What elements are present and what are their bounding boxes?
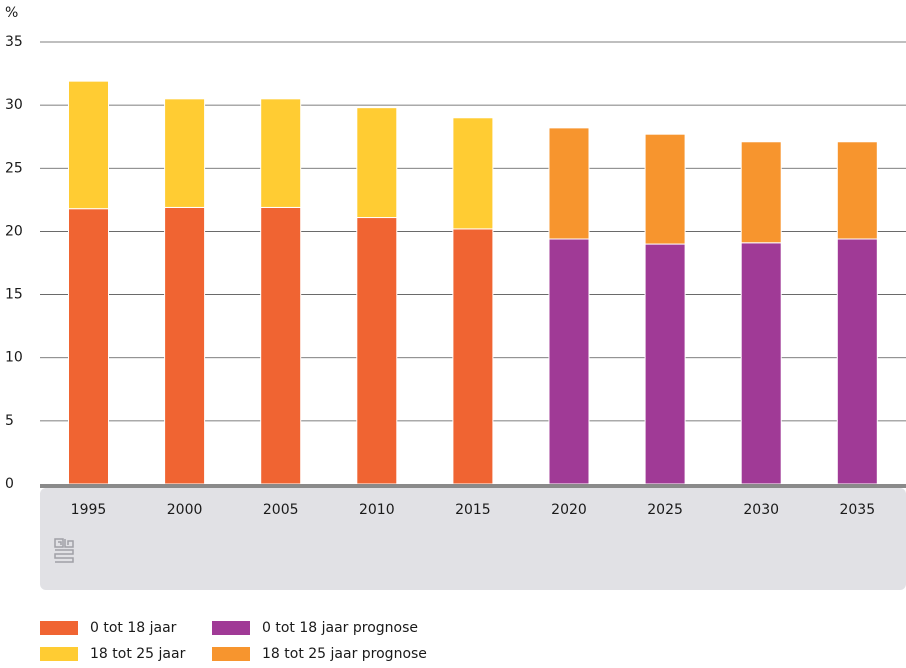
x-axis-line	[40, 484, 906, 488]
x-tick-label: 2020	[551, 502, 587, 518]
bar-segment	[260, 206, 302, 485]
x-tick-label: 2035	[839, 502, 875, 518]
legend: 0 tot 18 jaar 0 tot 18 jaar prognose 18 …	[40, 618, 900, 668]
y-tick-label: 10	[5, 350, 23, 366]
bars	[68, 80, 878, 485]
legend-label: 18 tot 25 jaar	[90, 646, 186, 662]
legend-item-18-25-prognose: 18 tot 25 jaar prognose	[212, 644, 427, 664]
bar-segment	[644, 243, 686, 485]
bar-segment	[164, 206, 206, 485]
y-axis-label: %	[5, 5, 18, 21]
bar-segment	[740, 242, 782, 485]
x-tick-label: 2015	[455, 502, 491, 518]
swatch-icon	[212, 647, 250, 661]
bar-segment	[452, 117, 494, 230]
swatch-icon	[212, 621, 250, 635]
bar-segment	[68, 208, 109, 485]
legend-label: 18 tot 25 jaar prognose	[262, 646, 427, 662]
legend-item-18-25: 18 tot 25 jaar	[40, 644, 185, 664]
x-tick-labels: 1995 2000 2005 2010 2015 2020 2025 2030 2035	[71, 502, 875, 518]
bar-segment	[836, 238, 878, 485]
legend-label: 0 tot 18 jaar prognose	[262, 620, 419, 636]
x-axis-panel	[40, 488, 906, 590]
y-tick-label: 5	[5, 413, 14, 429]
y-tick-label: 35	[5, 34, 23, 50]
legend-label: 0 tot 18 jaar	[90, 620, 177, 636]
bar-segment	[452, 228, 494, 485]
x-tick-label: 2005	[263, 502, 299, 518]
bar-segment	[260, 98, 302, 208]
x-tick-label: 2025	[647, 502, 683, 518]
y-tick-label: 15	[5, 287, 23, 303]
bar-segment	[740, 141, 782, 244]
legend-item-0-18-prognose: 0 tot 18 jaar prognose	[212, 618, 418, 638]
y-tick-labels: 0 5 10 15 20 25 30 35	[5, 34, 23, 492]
bar-segment	[548, 127, 590, 240]
swatch-icon	[40, 647, 78, 661]
bar-segment	[836, 141, 878, 240]
bar-segment	[356, 107, 398, 219]
x-tick-label: 2010	[359, 502, 395, 518]
bar-segment	[356, 217, 398, 485]
bar-segment	[644, 133, 686, 245]
x-tick-label: 2030	[743, 502, 779, 518]
bar-segment	[548, 238, 590, 485]
x-tick-label: 1995	[71, 502, 107, 518]
y-tick-label: 25	[5, 160, 23, 176]
legend-item-0-18: 0 tot 18 jaar	[40, 618, 176, 638]
swatch-icon	[40, 621, 78, 635]
y-tick-label: 30	[5, 97, 23, 113]
cbs-logo-icon	[54, 538, 74, 563]
bar-segment	[164, 98, 206, 208]
y-tick-label: 0	[5, 476, 14, 492]
y-tick-label: 20	[5, 223, 23, 239]
bar-segment	[68, 80, 109, 210]
x-tick-label: 2000	[167, 502, 203, 518]
